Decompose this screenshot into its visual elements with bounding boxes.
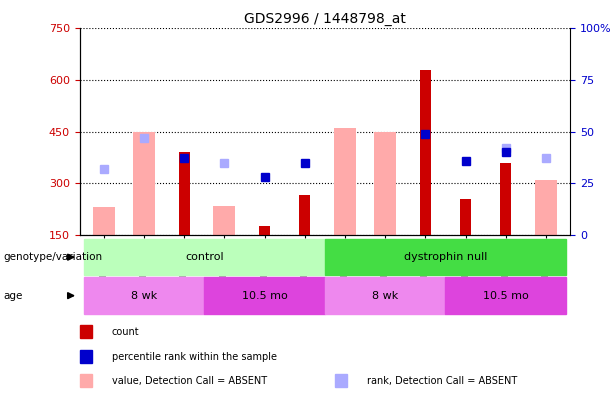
Bar	[204, 277, 325, 314]
Bar	[84, 277, 204, 314]
Bar	[259, 226, 270, 235]
Text: control: control	[185, 252, 224, 262]
Bar	[420, 70, 431, 235]
Bar	[84, 239, 325, 275]
Text: age: age	[3, 291, 23, 301]
Bar	[335, 374, 347, 387]
Bar	[178, 152, 190, 235]
Bar	[93, 207, 115, 235]
Bar	[334, 128, 356, 235]
Text: percentile rank within the sample: percentile rank within the sample	[112, 352, 276, 362]
Bar	[133, 132, 155, 235]
Bar	[460, 199, 471, 235]
Text: 10.5 mo: 10.5 mo	[483, 291, 528, 301]
Text: 8 wk: 8 wk	[372, 291, 398, 301]
Bar	[535, 180, 557, 235]
Bar	[374, 132, 396, 235]
Bar	[299, 195, 310, 235]
Bar	[446, 277, 566, 314]
Text: count: count	[112, 327, 139, 337]
Text: dystrophin null: dystrophin null	[404, 252, 487, 262]
Title: GDS2996 / 1448798_at: GDS2996 / 1448798_at	[244, 12, 406, 26]
Bar	[80, 350, 92, 363]
Text: 10.5 mo: 10.5 mo	[242, 291, 287, 301]
Text: 8 wk: 8 wk	[131, 291, 157, 301]
Bar	[213, 206, 235, 235]
Text: rank, Detection Call = ABSENT: rank, Detection Call = ABSENT	[367, 375, 517, 386]
Bar	[80, 325, 92, 338]
Bar	[325, 277, 446, 314]
Bar	[500, 162, 511, 235]
Text: genotype/variation: genotype/variation	[3, 252, 102, 262]
Bar	[325, 239, 566, 275]
Text: value, Detection Call = ABSENT: value, Detection Call = ABSENT	[112, 375, 267, 386]
Bar	[80, 374, 92, 387]
